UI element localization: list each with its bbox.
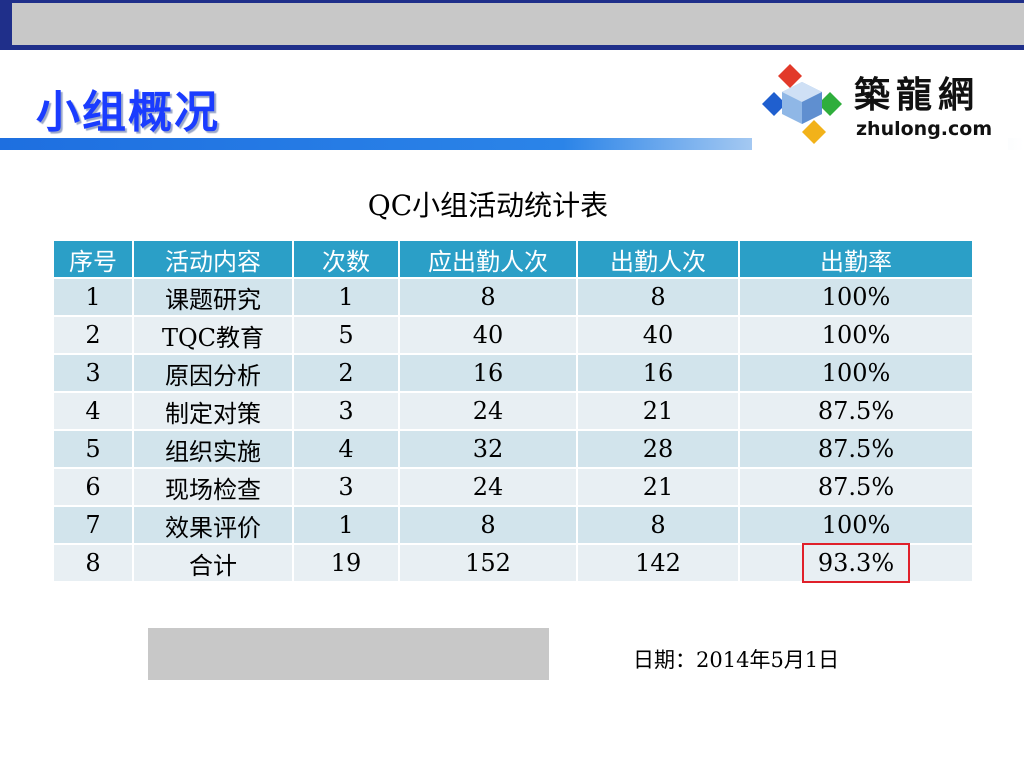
slide-title: 小组概况 (36, 87, 220, 138)
header-attendance-rate: 出勤率 (738, 239, 974, 279)
cell-count: 2 (292, 353, 400, 393)
cell-activity: 组织实施 (132, 429, 294, 469)
cell-rate: 87.5% (738, 467, 974, 507)
cell-rate: 100% (738, 353, 974, 393)
logo-pinwheel-icon (762, 64, 842, 144)
cell-activity: TQC教育 (132, 315, 294, 355)
cell-activity: 效果评价 (132, 505, 294, 545)
cell-expected: 24 (398, 391, 578, 431)
table-row: 1 课题研究 1 8 8 100% (52, 277, 974, 317)
cell-expected: 24 (398, 467, 578, 507)
date-label: 日期：2014年5月1日 (633, 648, 840, 672)
cell-expected: 32 (398, 429, 578, 469)
cell-index: 5 (52, 429, 134, 469)
cell-rate: 87.5% (738, 429, 974, 469)
cell-actual: 21 (576, 391, 740, 431)
cell-index: 6 (52, 467, 134, 507)
cell-rate: 100% (738, 315, 974, 355)
table-header-row: 序号 活动内容 次数 应出勤人次 出勤人次 出勤率 (52, 239, 974, 279)
top-banner (0, 0, 1024, 50)
cell-index: 3 (52, 353, 134, 393)
table-row: 7 效果评价 1 8 8 100% (52, 505, 974, 545)
cell-actual: 28 (576, 429, 740, 469)
cell-rate: 100% (738, 505, 974, 545)
cell-count: 3 (292, 467, 400, 507)
cell-actual: 8 (576, 505, 740, 545)
cell-rate: 87.5% (738, 391, 974, 431)
cell-expected: 16 (398, 353, 578, 393)
table-title: QC小组活动统计表 (367, 189, 609, 222)
header-actual-attendance: 出勤人次 (576, 239, 740, 279)
cell-expected: 8 (398, 505, 578, 545)
cell-activity: 合计 (132, 543, 294, 583)
cell-count: 1 (292, 505, 400, 545)
cell-actual: 8 (576, 277, 740, 317)
table-row: 2 TQC教育 5 40 40 100% (52, 315, 974, 355)
placeholder-box (148, 628, 549, 680)
header-activity: 活动内容 (132, 239, 294, 279)
cell-expected: 40 (398, 315, 578, 355)
cell-expected: 152 (398, 543, 578, 583)
cell-count: 5 (292, 315, 400, 355)
cell-rate-total: 93.3% (738, 543, 974, 583)
table-row: 5 组织实施 4 32 28 87.5% (52, 429, 974, 469)
header-count: 次数 (292, 239, 400, 279)
table-total-row: 8 合计 19 152 142 93.3% (52, 543, 974, 583)
cell-actual: 40 (576, 315, 740, 355)
cell-activity: 制定对策 (132, 391, 294, 431)
cell-count: 3 (292, 391, 400, 431)
cell-rate: 100% (738, 277, 974, 317)
cell-activity: 原因分析 (132, 353, 294, 393)
cell-index: 1 (52, 277, 134, 317)
cell-expected: 8 (398, 277, 578, 317)
top-banner-panel (12, 3, 1024, 45)
logo-domain-text: zhulong.com (856, 118, 993, 140)
header-index: 序号 (52, 239, 134, 279)
cell-actual: 142 (576, 543, 740, 583)
cell-activity: 现场检查 (132, 467, 294, 507)
logo-chinese-text: 築龍網 (854, 74, 981, 116)
table-row: 6 现场检查 3 24 21 87.5% (52, 467, 974, 507)
table-row: 3 原因分析 2 16 16 100% (52, 353, 974, 393)
cell-actual: 21 (576, 467, 740, 507)
zhulong-logo: 築龍網 zhulong.com (752, 58, 1008, 150)
cell-index: 7 (52, 505, 134, 545)
cell-actual: 16 (576, 353, 740, 393)
activity-stats-table: 序号 活动内容 次数 应出勤人次 出勤人次 出勤率 1 课题研究 1 8 8 1… (52, 239, 974, 583)
cell-index: 4 (52, 391, 134, 431)
cell-index: 8 (52, 543, 134, 583)
header-expected-attendance: 应出勤人次 (398, 239, 578, 279)
cell-index: 2 (52, 315, 134, 355)
cell-activity: 课题研究 (132, 277, 294, 317)
highlighted-total-rate: 93.3% (801, 543, 911, 583)
cell-count: 4 (292, 429, 400, 469)
cell-count: 1 (292, 277, 400, 317)
cell-count: 19 (292, 543, 400, 583)
table-row: 4 制定对策 3 24 21 87.5% (52, 391, 974, 431)
